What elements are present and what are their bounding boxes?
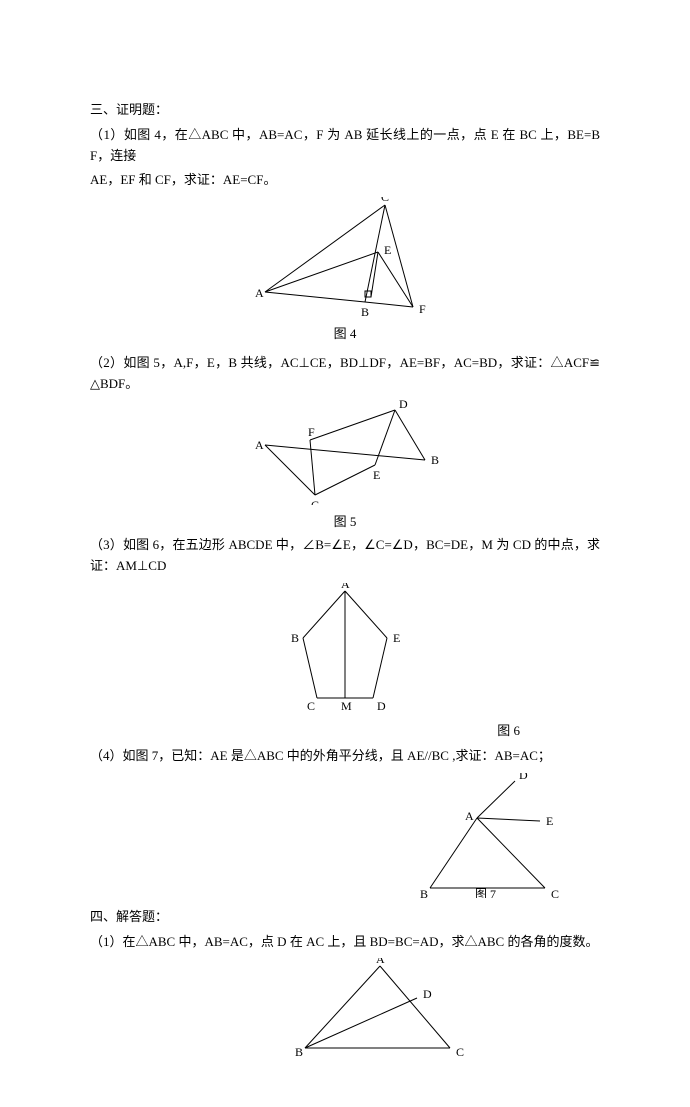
svg-text:B: B: [361, 305, 369, 317]
problem-5-text: （1）在△ABC 中，AB=AC，点 D 在 AC 上，且 BD=BC=AD，求…: [90, 932, 600, 953]
problem-4-text: （4）如图 7，已知：AE 是△ABC 中的外角平分线，且 AE//BC ,求证…: [90, 746, 600, 767]
svg-text:B: B: [291, 631, 299, 645]
svg-text:E: E: [384, 243, 391, 257]
svg-text:图 7: 图 7: [475, 887, 496, 898]
svg-text:A: A: [376, 958, 385, 966]
svg-text:C: C: [311, 498, 319, 505]
svg-text:D: D: [423, 987, 432, 1001]
svg-text:C: C: [381, 197, 389, 204]
svg-text:C: C: [551, 887, 559, 898]
svg-text:A: A: [341, 583, 350, 591]
svg-text:E: E: [393, 631, 400, 645]
svg-text:C: C: [456, 1045, 464, 1058]
figure-4: A B C E F 图 4: [90, 197, 600, 345]
svg-text:D: D: [399, 400, 408, 411]
section-3-title: 三、证明题：: [90, 100, 600, 121]
svg-text:B: B: [295, 1045, 303, 1058]
svg-text:A: A: [255, 286, 264, 300]
section-4-title: 四、解答题：: [90, 907, 600, 928]
svg-text:M: M: [341, 699, 352, 713]
problem-1-line-b: AE，EF 和 CF，求证：AE=CF。: [90, 170, 600, 191]
figure-6: A B E C D M: [90, 583, 600, 720]
svg-text:B: B: [420, 887, 428, 898]
figure-4-caption: 图 4: [90, 324, 600, 345]
svg-text:E: E: [373, 468, 380, 482]
svg-text:A: A: [465, 809, 474, 823]
problem-1-line-a: （1）如图 4，在△ABC 中，AB=AC，F 为 AB 延长线上的一点，点 E…: [90, 125, 600, 167]
svg-text:C: C: [307, 699, 315, 713]
svg-text:E: E: [546, 814, 553, 828]
svg-text:F: F: [419, 302, 426, 316]
figure-5-caption: 图 5: [90, 512, 600, 533]
figure-8: A B C D: [90, 958, 600, 1065]
svg-text:A: A: [255, 438, 264, 452]
problem-3-text: （3）如图 6，在五边形 ABCDE 中，∠B=∠E，∠C=∠D，BC=DE，M…: [90, 535, 600, 577]
problem-2-text: （2）如图 5，A,F，E，B 共线，AC⊥CE，BD⊥DF，AE=BF，AC=…: [90, 353, 600, 395]
svg-text:B: B: [431, 453, 439, 467]
svg-text:F: F: [308, 425, 315, 439]
figure-6-caption: 图 6: [90, 721, 600, 742]
figure-7: A B C D E 图 7: [90, 773, 600, 905]
svg-text:D: D: [377, 699, 386, 713]
svg-text:D: D: [519, 773, 528, 782]
figure-5: A F E B C D 图 5: [90, 400, 600, 533]
